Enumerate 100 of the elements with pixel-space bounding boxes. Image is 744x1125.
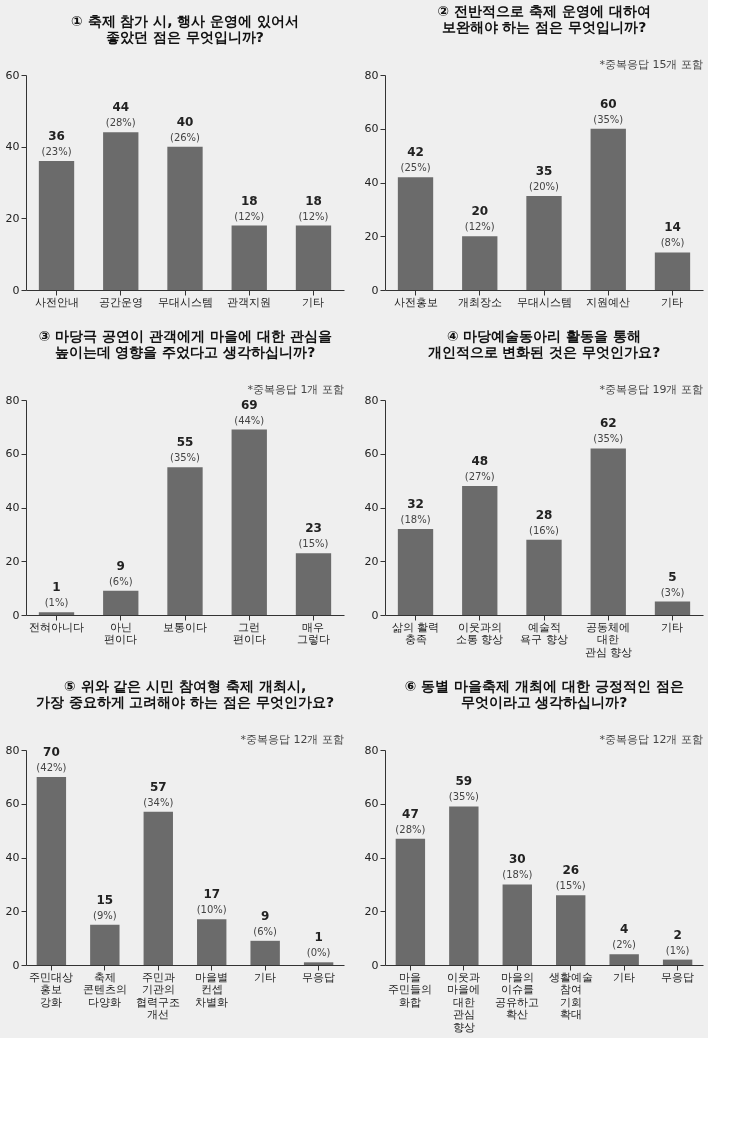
x-tick-label: 기타 — [302, 295, 325, 308]
chart-title: ⑥ 동별 마을축제 개최에 대한 긍정적인 점은 무엇이라고 생각하십니까? — [404, 678, 684, 710]
x-tick-label: 기타 — [661, 620, 684, 633]
text: 47 (28%) — [395, 806, 426, 835]
text: 2 (1%) — [665, 927, 690, 956]
text: 28 (16%) — [528, 507, 560, 536]
bar — [231, 225, 267, 290]
x-tick-label: 매우 그렇다 — [296, 620, 330, 645]
bar — [38, 161, 75, 290]
text: 1 (1%) — [44, 580, 69, 609]
y-tick-label: 60 — [5, 447, 20, 461]
bar — [502, 884, 532, 965]
text: 26 (15%) — [555, 863, 586, 892]
chart-title: ⑤ 위와 같은 시민 참여형 축제 개최시, 가장 중요하게 고려해야 하는 점은 무엇인가요? — [35, 678, 335, 710]
bar — [526, 195, 562, 290]
x-tick-label: 공동체에 대한 관심 향상 — [584, 620, 632, 658]
text: 62 (35%) — [593, 416, 624, 445]
x-tick-label: 무응답 — [661, 970, 695, 983]
bar — [295, 553, 332, 615]
x-tick-label: 주민대상 홍보 강화 — [29, 970, 74, 1008]
y-tick-label: 20 — [364, 229, 379, 243]
y-tick-label: 60 — [5, 797, 20, 811]
text: 35 (20%) — [528, 163, 560, 192]
y-tick-label: 0 — [371, 608, 379, 622]
y-tick-label: 80 — [364, 68, 379, 82]
bar — [526, 539, 562, 615]
text: 57 (34%) — [143, 779, 174, 808]
y-tick-label: 40 — [5, 851, 20, 864]
text: 32 (18%) — [400, 497, 431, 525]
chart-title: ② 전반적으로 축제 운영에 대하여 보완해야 하는 점은 무엇입니까? — [437, 3, 651, 35]
text: 1 (0%) — [306, 930, 331, 959]
text: 44 (28%) — [105, 100, 136, 129]
x-tick-label: 아닌 편이다 — [104, 620, 138, 645]
y-tick-label: 0 — [12, 608, 20, 622]
text: 9 (6%) — [108, 558, 133, 587]
x-tick-label: 삶의 활력 충족 — [391, 620, 440, 645]
x-tick-label: 축제 콘텐츠의 다양화 — [82, 970, 127, 1008]
x-tick-label: 보통이다 — [163, 620, 207, 633]
bar — [303, 962, 334, 965]
text: 48 (27%) — [464, 454, 495, 482]
bar — [167, 146, 203, 290]
text: 5 (3%) — [660, 569, 685, 598]
bar — [609, 954, 639, 965]
text: *중복응답 12개 포함 — [240, 733, 344, 746]
y-tick-label: 80 — [5, 743, 20, 757]
y-tick-label: 60 — [364, 122, 379, 136]
text: 15 (9%) — [93, 892, 117, 921]
x-tick-label: 사전홍보 — [393, 295, 438, 308]
x-tick-label: 기타 — [661, 295, 684, 308]
text: 59 (35%) — [448, 774, 479, 803]
bar — [103, 132, 139, 290]
x-tick-label: 무응답 — [302, 970, 336, 983]
text: 9 (6%) — [253, 908, 277, 937]
y-tick-label: 60 — [5, 68, 20, 82]
x-tick-label: 관객지원 — [227, 295, 272, 308]
text: 4 (2%) — [612, 922, 636, 951]
bar — [397, 529, 434, 615]
text: 18 (12%) — [298, 193, 329, 222]
y-tick-label: 60 — [364, 447, 379, 461]
bar — [143, 811, 173, 965]
y-tick-label: 80 — [364, 743, 379, 757]
bar — [167, 467, 203, 615]
bar — [462, 486, 498, 615]
y-tick-label: 20 — [5, 904, 20, 918]
text: 60 (35%) — [593, 96, 624, 125]
x-tick-label: 무대시스템 — [516, 295, 572, 308]
x-tick-label: 사전안내 — [34, 295, 79, 308]
x-tick-label: 그런 편이다 — [232, 620, 266, 645]
x-tick-label: 기타 — [254, 970, 277, 983]
y-tick-label: 0 — [371, 958, 379, 972]
chart-title: ③ 마당극 공연이 관객에게 마을에 대한 관심을 높이는데 영향을 주었다고 생각하십니까? — [38, 328, 332, 360]
bar — [231, 429, 267, 615]
y-tick-label: 20 — [364, 554, 379, 568]
text: 23 (15%) — [298, 521, 329, 550]
text: 36 (23%) — [41, 129, 72, 157]
text: 69 (44%) — [234, 397, 265, 426]
y-tick-label: 0 — [12, 283, 20, 297]
text: 17 (10%) — [196, 887, 227, 916]
x-tick-label: 주민과 기관의 협력구조 개선 — [136, 970, 181, 1020]
y-tick-label: 20 — [5, 554, 20, 568]
text: 18 (12%) — [234, 193, 265, 222]
text: 55 (35%) — [169, 435, 201, 464]
bar — [654, 252, 691, 290]
x-tick-label: 이웃과의 소통 향상 — [456, 620, 504, 645]
bar — [295, 225, 332, 290]
text: 70 (42%) — [36, 744, 67, 773]
bar — [250, 940, 280, 965]
x-tick-label: 개최장소 — [457, 295, 502, 308]
text: *중복응답 19개 포함 — [599, 383, 703, 396]
y-tick-label: 40 — [364, 851, 379, 864]
y-tick-label: 80 — [5, 393, 20, 407]
bar — [197, 919, 227, 965]
y-tick-label: 40 — [5, 501, 20, 514]
y-tick-label: 60 — [364, 797, 379, 811]
y-tick-label: 20 — [5, 211, 20, 225]
x-tick-label: 지원예산 — [586, 295, 631, 308]
y-tick-label: 80 — [364, 393, 379, 407]
bar — [36, 776, 67, 965]
text: *중복응답 1개 포함 — [247, 383, 344, 396]
text: 14 (8%) — [660, 220, 685, 249]
